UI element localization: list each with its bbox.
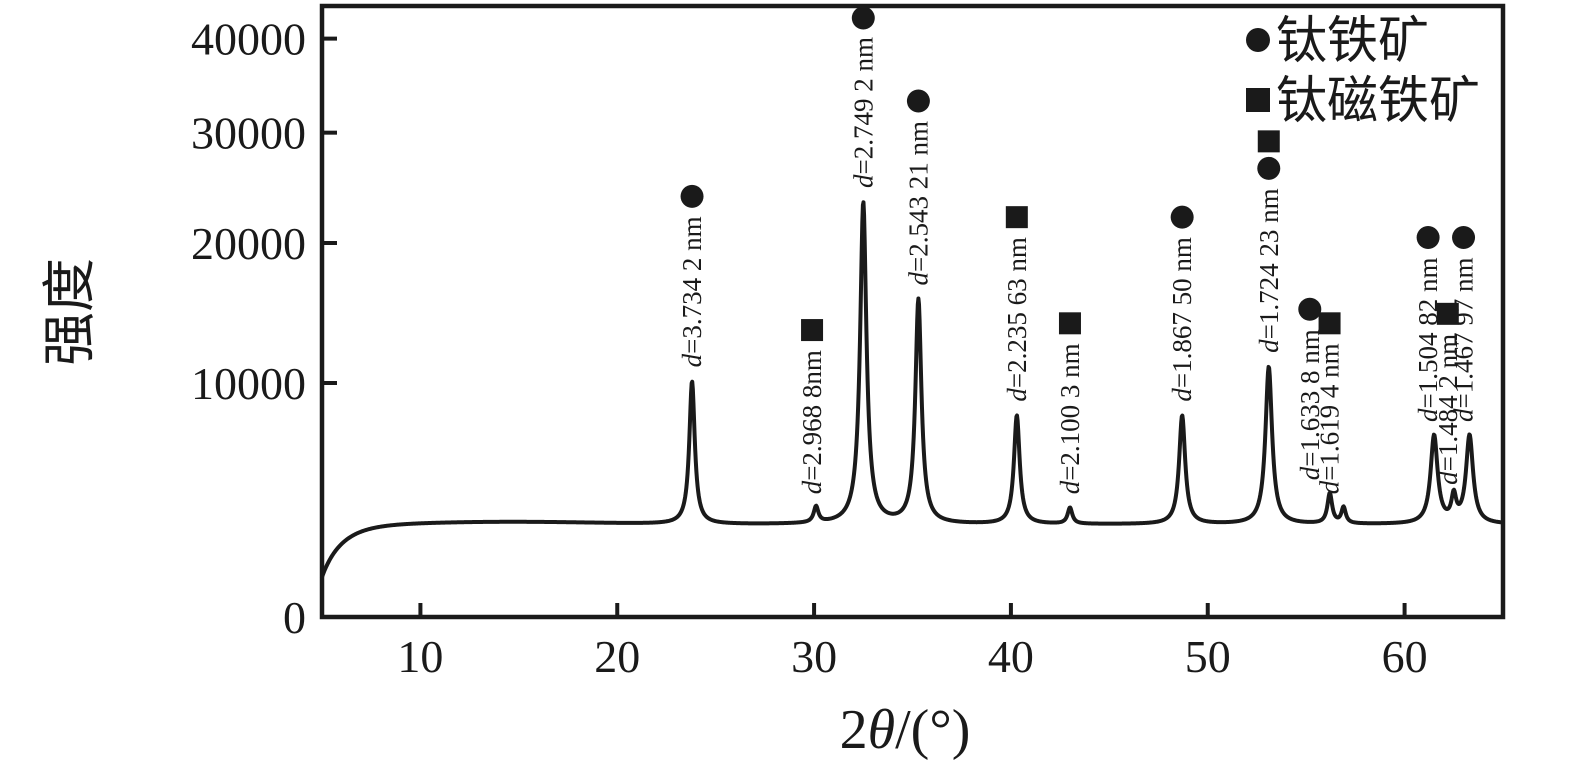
x-axis-title: 2θ/(°) bbox=[840, 699, 971, 761]
y-tick-label: 30000 bbox=[191, 108, 306, 159]
legend-circle-marker bbox=[1246, 28, 1270, 52]
x-tick-label: 20 bbox=[594, 631, 640, 682]
x-tick-label: 60 bbox=[1382, 631, 1428, 682]
intensity-curve bbox=[320, 200, 1505, 580]
titanomagnetite-square-marker bbox=[801, 319, 824, 342]
peak-d-label: d=1.619 4 nm bbox=[1315, 343, 1345, 494]
ilmenite-circle-marker bbox=[1298, 297, 1322, 321]
peak-d-label: d=3.734 2 nm bbox=[677, 216, 707, 367]
peak-d-label: d=1.633 8 nm bbox=[1295, 329, 1325, 480]
peak-annotations-group: d=3.734 2 nm d=2.968 8nm d=2.749 2 nm d=2.5… bbox=[677, 6, 1479, 494]
titanomagnetite-square-marker bbox=[1436, 302, 1459, 325]
legend-square-marker bbox=[1246, 88, 1270, 112]
x-tick-label: 40 bbox=[988, 631, 1034, 682]
ilmenite-circle-marker bbox=[680, 184, 704, 208]
y-tick-label: 20000 bbox=[191, 218, 306, 269]
peak-d-label: d=1.467 97 nm bbox=[1449, 257, 1479, 421]
ilmenite-circle-marker bbox=[1452, 225, 1476, 249]
titanomagnetite-square-marker bbox=[1005, 206, 1028, 229]
peak-d-label: d=1.484 2 nm bbox=[1433, 334, 1463, 485]
ilmenite-circle-marker bbox=[851, 6, 875, 30]
x-tick-label: 10 bbox=[397, 631, 443, 682]
ilmenite-circle-marker bbox=[1257, 156, 1281, 180]
peak-d-label: d=2.749 2 nm bbox=[848, 37, 878, 188]
intensity-curve-group bbox=[320, 200, 1505, 580]
peak-d-label: d=2.968 8nm bbox=[797, 350, 827, 494]
y-tick-label: 10000 bbox=[191, 358, 306, 409]
x-tick-label: 30 bbox=[791, 631, 837, 682]
y-tick-label: 0 bbox=[283, 592, 306, 643]
y-axis-title: 强度 bbox=[40, 258, 100, 366]
ilmenite-circle-marker bbox=[1416, 225, 1440, 249]
peak-d-label: d=1.724 23 nm bbox=[1254, 188, 1284, 352]
ilmenite-circle-marker bbox=[906, 89, 930, 113]
peak-d-label: d=2.100 3 nm bbox=[1055, 343, 1085, 494]
peak-d-label: d=1.504 82 nm bbox=[1413, 257, 1443, 421]
peak-d-label: d=2.235 63 nm bbox=[1002, 237, 1032, 401]
y-tick-label: 40000 bbox=[191, 14, 306, 65]
titanomagnetite-square-marker bbox=[1058, 312, 1081, 335]
plot-border bbox=[319, 3, 1506, 620]
titanomagnetite-square-marker bbox=[1318, 312, 1341, 335]
ilmenite-circle-marker bbox=[1170, 205, 1194, 229]
legend-label: 钛磁铁矿 bbox=[1276, 74, 1480, 130]
x-tick-label: 50 bbox=[1185, 631, 1231, 682]
axes-group: 10 20 30 40 50 60 0 10000 20000 30000 40000 强度 2θ/(°… bbox=[40, 3, 1506, 761]
peak-d-label: d=2.543 21 nm bbox=[903, 121, 933, 285]
titanomagnetite-square-marker bbox=[1257, 130, 1280, 153]
peak-d-label: d=1.867 50 nm bbox=[1167, 237, 1197, 401]
legend-label: 钛铁矿 bbox=[1276, 14, 1429, 70]
